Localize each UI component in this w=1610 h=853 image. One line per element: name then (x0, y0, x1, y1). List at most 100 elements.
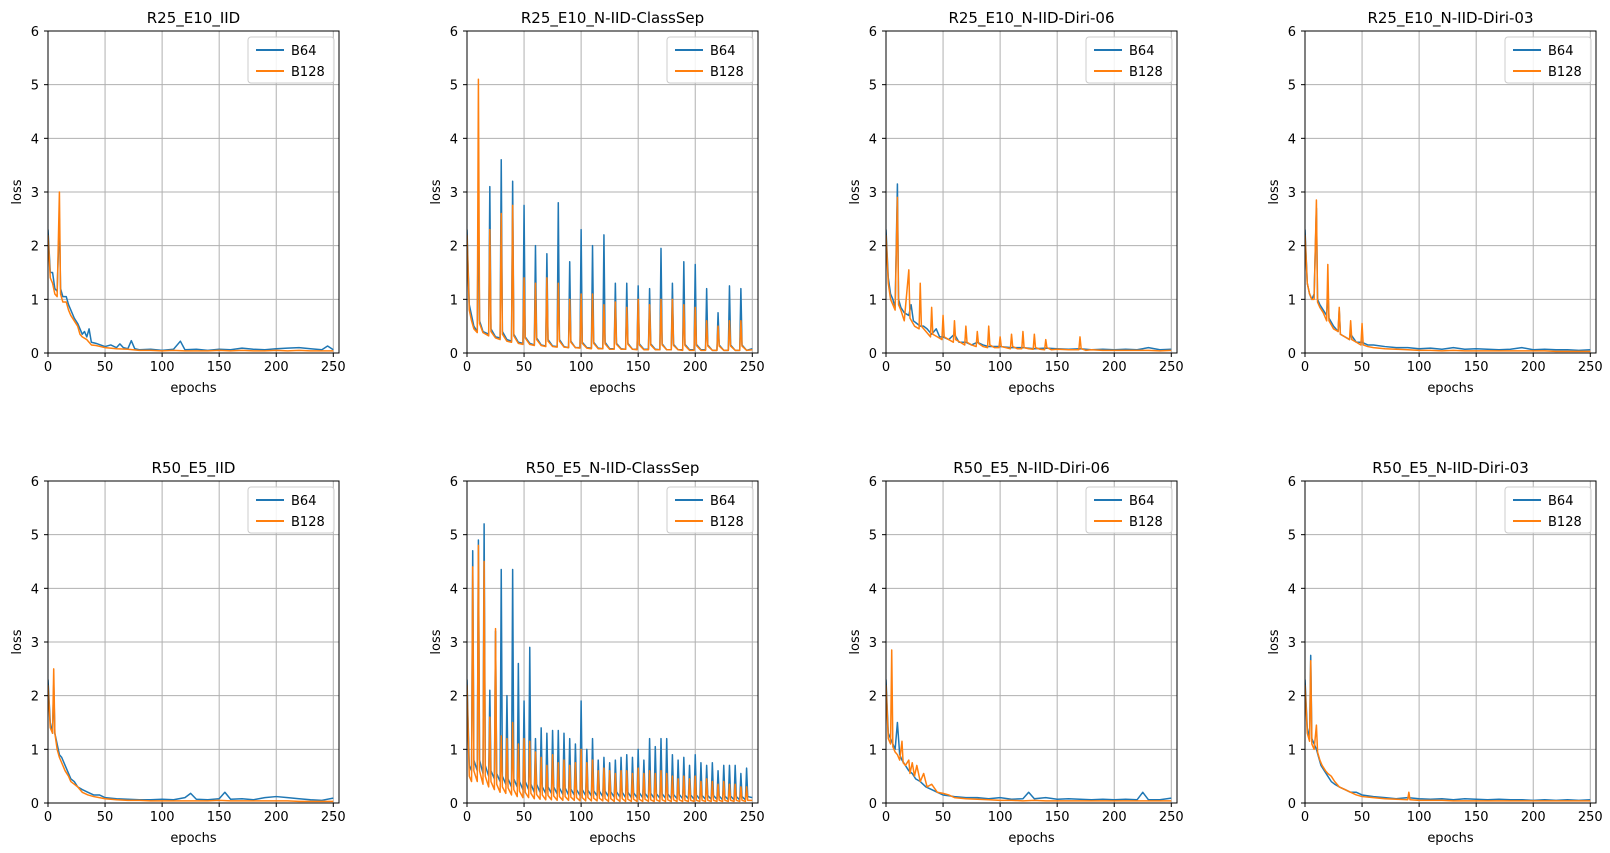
y-tick-label: 2 (1288, 690, 1296, 705)
y-tick-label: 4 (450, 582, 458, 597)
chart-title: R25_E10_N-IID-Diri-06 (948, 9, 1114, 28)
chart-panel-6: 0 50 100 150 200 250 0 1 2 3 4 5 6 R50_E5_N-IID-Class… (429, 459, 765, 846)
x-tick-label: 100 (569, 360, 594, 375)
legend: B64 B128 (1504, 486, 1592, 534)
chart-title: R25_E10_N-IID-Diri-03 (1367, 9, 1533, 28)
y-tick-label: 2 (31, 240, 39, 255)
y-tick-label: 5 (31, 79, 39, 94)
x-tick-label: 200 (1521, 810, 1546, 825)
y-tick-label: 3 (450, 636, 458, 651)
x-tick-label: 50 (1354, 810, 1371, 825)
y-tick-label: 0 (31, 347, 39, 362)
x-tick-label: 50 (1354, 360, 1371, 375)
x-axis-label: epochs (170, 381, 217, 396)
x-tick-label: 150 (1464, 810, 1489, 825)
x-tick-label: 50 (97, 360, 114, 375)
y-tick-label: 4 (31, 582, 39, 597)
y-tick-label: 4 (869, 132, 877, 147)
x-tick-label: 200 (683, 810, 708, 825)
x-tick-label: 50 (516, 810, 533, 825)
y-tick-label: 6 (31, 475, 39, 490)
series-line-B128 (886, 196, 1172, 352)
x-tick-label: 150 (207, 360, 232, 375)
y-tick-label: 3 (869, 636, 877, 651)
y-tick-label: 1 (1288, 293, 1296, 308)
legend-label: B128 (1548, 515, 1582, 530)
x-tick-label: 50 (97, 810, 114, 825)
chart-panel-3: 0 50 100 150 200 250 0 1 2 3 4 5 6 R25_E10_N-IID-Diri… (848, 9, 1184, 396)
series-line-B64 (467, 159, 753, 352)
x-tick-label: 0 (44, 810, 52, 825)
y-tick-label: 3 (31, 186, 39, 201)
chart-panel-4: 0 50 100 150 200 250 0 1 2 3 4 5 6 R25_E10_N-IID-Diri… (1267, 9, 1603, 396)
legend: B64 B128 (1504, 36, 1592, 84)
y-tick-label: 1 (31, 743, 39, 758)
series-line-B64 (48, 679, 334, 802)
x-tick-label: 0 (44, 360, 52, 375)
x-tick-label: 0 (463, 810, 471, 825)
y-tick-label: 6 (869, 25, 877, 40)
x-tick-label: 150 (1464, 360, 1489, 375)
y-tick-label: 2 (869, 240, 877, 255)
y-tick-label: 5 (1288, 79, 1296, 94)
x-tick-label: 0 (1301, 360, 1309, 375)
x-tick-label: 200 (264, 360, 289, 375)
series-line-B64 (1305, 207, 1591, 352)
series-line-B64 (886, 183, 1172, 351)
legend-label: B128 (1129, 515, 1163, 530)
chart-title: R25_E10_IID (147, 9, 240, 28)
x-tick-label: 200 (264, 810, 289, 825)
x-tick-label: 200 (683, 360, 708, 375)
y-tick-label: 4 (1288, 132, 1296, 147)
x-tick-label: 250 (321, 810, 346, 825)
legend-label: B64 (291, 44, 316, 59)
x-tick-label: 100 (1407, 360, 1432, 375)
x-tick-label: 250 (1578, 360, 1603, 375)
legend-label: B128 (710, 515, 744, 530)
chart-panel-7: 0 50 100 150 200 250 0 1 2 3 4 5 6 R50_E5_N-IID-Diri-… (848, 459, 1184, 846)
x-tick-label: 100 (1407, 810, 1432, 825)
x-tick-label: 250 (1159, 360, 1184, 375)
y-axis-label: loss (1267, 629, 1282, 654)
chart-panel-8: 0 50 100 150 200 250 0 1 2 3 4 5 6 R50_E5_N-IID-Diri-… (1267, 459, 1603, 846)
legend: B64 B128 (247, 36, 335, 84)
y-tick-label: 0 (1288, 797, 1296, 812)
legend-label: B128 (710, 65, 744, 80)
legend-label: B64 (1129, 494, 1154, 509)
legend-label: B128 (291, 515, 325, 530)
legend-label: B128 (291, 65, 325, 80)
y-tick-label: 4 (1288, 582, 1296, 597)
x-tick-label: 100 (988, 810, 1013, 825)
y-tick-label: 5 (450, 529, 458, 544)
x-tick-label: 100 (569, 810, 594, 825)
y-tick-label: 3 (31, 636, 39, 651)
y-tick-label: 2 (450, 690, 458, 705)
y-tick-label: 1 (450, 293, 458, 308)
series-line-B64 (1305, 654, 1591, 802)
legend-label: B64 (710, 494, 735, 509)
y-axis-label: loss (429, 629, 444, 654)
chart-title: R50_E5_IID (152, 459, 236, 478)
x-tick-label: 0 (1301, 810, 1309, 825)
series-line-B128 (48, 668, 334, 803)
x-tick-label: 250 (740, 810, 765, 825)
y-tick-label: 5 (31, 529, 39, 544)
x-tick-label: 100 (150, 810, 175, 825)
y-tick-label: 3 (1288, 186, 1296, 201)
series-line-B128 (886, 649, 1172, 802)
x-tick-label: 50 (516, 360, 533, 375)
y-tick-label: 6 (31, 25, 39, 40)
y-tick-label: 0 (450, 347, 458, 362)
y-tick-label: 4 (31, 132, 39, 147)
x-tick-label: 250 (1578, 810, 1603, 825)
x-axis-label: epochs (1008, 831, 1055, 846)
chart-title: R50_E5_N-IID-ClassSep (526, 459, 700, 478)
x-axis-label: epochs (1427, 831, 1474, 846)
y-tick-label: 6 (869, 475, 877, 490)
y-axis-label: loss (848, 629, 863, 654)
series-line-B128 (467, 78, 753, 352)
y-tick-label: 0 (31, 797, 39, 812)
series-line-B128 (1305, 660, 1591, 802)
x-tick-label: 0 (882, 360, 890, 375)
